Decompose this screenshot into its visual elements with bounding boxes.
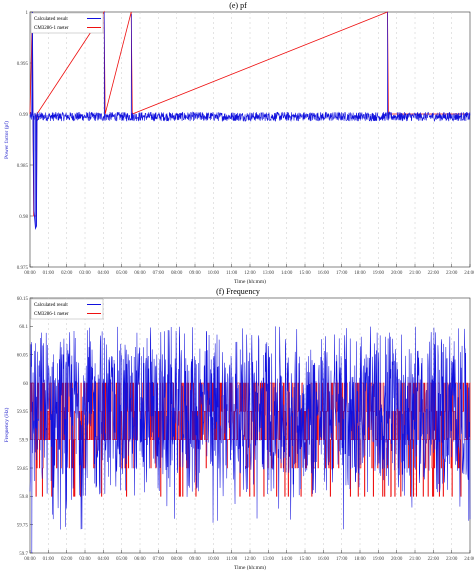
chart-f-y-tick-label: 60.05 [17,353,29,358]
chart-e-x-ticks: 00:00 01:00 02:00 03:00 04:00 05:00 06:00 07:00… [24,264,474,276]
chart-f-y-ticks: 59.7 59.75 59.8 59.85 59.9 59.95 60 60.05 60.1 60… [17,297,33,557]
chart-f-series [29,326,471,554]
chart-e-y-tick-label: 0.99 [19,113,28,118]
chart-f-x-tick-label: 12:00 [244,557,256,562]
chart-e-x-tick-label: 15:00 [299,271,311,276]
chart-f-legend-meter: CM3286-1 meter [34,312,69,317]
chart-e-y-tick-label: 0.985 [17,164,29,169]
chart-e-y-tick-label: 1 [26,11,29,16]
chart-f-y-tick-label: 59.9 [19,438,28,443]
chart-e-x-tick-label: 10:00 [208,271,220,276]
chart-f-legend-calculated: Calculated result [34,303,68,308]
chart-e-x-tick-label: 22:00 [428,271,440,276]
chart-f-y-label: Frequency (Hz) [3,408,10,443]
chart-e-y-ticks: 0.975 0.98 0.985 0.99 0.995 1 [17,11,33,271]
chart-f-x-tick-label: 03:00 [79,557,91,562]
chart-e-x-tick-label: 00:00 [24,271,36,276]
chart-f-title: (f) Frequency [216,287,260,296]
chart-e-x-tick-label: 01:00 [43,271,55,276]
chart-f-x-tick-label: 10:00 [208,557,220,562]
chart-e-x-tick-label: 09:00 [189,271,201,276]
chart-f: (f) Frequency 00:00 01:00 02:00 03:00 04:00 0… [3,287,474,571]
chart-f-x-tick-label: 19:00 [373,557,385,562]
chart-e-plot-area [29,11,471,268]
chart-f-x-tick-label: 02:00 [61,557,73,562]
chart-e-legend-calculated: Calculated result [34,17,68,22]
chart-f-x-tick-label: 06:00 [134,557,146,562]
chart-f-x-tick-label: 05:00 [116,557,128,562]
chart-f-y-tick-label: 60 [23,382,29,387]
chart-e-x-tick-label: 04:00 [98,271,110,276]
chart-f-y-tick-label: 59.95 [17,410,29,415]
chart-f-x-tick-label: 15:00 [299,557,311,562]
chart-f-x-tick-label: 09:00 [189,557,201,562]
chart-e-series [29,10,471,231]
chart-f-x-tick-label: 08:00 [171,557,183,562]
chart-e-x-tick-label: 24:00 [464,271,474,276]
chart-f-x-ticks: 00:00 01:00 02:00 03:00 04:00 05:00 06:00 07:00… [24,550,474,562]
chart-f-x-tick-label: 24:00 [464,557,474,562]
chart-f-y-tick-label: 60.1 [19,325,28,330]
chart-e-x-tick-label: 13:00 [263,271,275,276]
chart-e-y-tick-label: 0.98 [19,215,28,220]
chart-e-legend-meter: CM3286-1 meter [34,26,69,31]
chart-e-x-tick-label: 20:00 [391,271,403,276]
chart-f-legend: Calculated result CM3286-1 meter [30,298,104,320]
chart-e-x-tick-label: 07:00 [153,271,165,276]
chart-e-legend-box [30,12,104,34]
chart-e-x-tick-label: 08:00 [171,271,183,276]
chart-f-y-tick-label: 59.85 [17,467,29,472]
chart-e-x-tick-label: 19:00 [373,271,385,276]
chart-e-legend: Calculated result CM3286-1 meter [30,12,104,34]
chart-f-y-tick-label: 59.7 [19,552,28,557]
chart-e: (e) pf 00:00 01:00 02:00 03:00 04:00 05:00 06:… [3,1,474,285]
chart-f-x-tick-label: 17:00 [336,557,348,562]
chart-e-series-calculated-dip [30,11,40,231]
chart-f-x-tick-label: 01:00 [43,557,55,562]
chart-e-x-tick-label: 18:00 [354,271,366,276]
chart-f-x-label: Time (hh:mm) [234,564,266,571]
chart-f-y-tick-label: 60.15 [17,297,29,302]
chart-f-x-tick-label: 00:00 [24,557,36,562]
chart-f-x-tick-label: 11:00 [226,557,238,562]
chart-f-series-calculated [29,326,471,554]
chart-e-y-tick-label: 0.975 [17,266,29,271]
chart-f-y-tick-label: 59.8 [19,495,28,500]
chart-f-x-tick-label: 18:00 [354,557,366,562]
chart-f-x-tick-label: 07:00 [153,557,165,562]
chart-e-x-tick-label: 23:00 [446,271,458,276]
chart-f-x-tick-label: 21:00 [409,557,421,562]
chart-e-x-tick-label: 05:00 [116,271,128,276]
chart-f-x-tick-label: 20:00 [391,557,403,562]
chart-f-x-tick-label: 04:00 [98,557,110,562]
chart-f-x-tick-label: 16:00 [318,557,330,562]
chart-e-series-calculated [29,11,471,229]
chart-e-x-tick-label: 14:00 [281,271,293,276]
chart-e-y-tick-label: 0.995 [17,62,29,67]
chart-e-title: (e) pf [229,1,247,10]
chart-e-x-tick-label: 02:00 [61,271,73,276]
chart-f-x-tick-label: 23:00 [446,557,458,562]
chart-e-x-tick-label: 16:00 [318,271,330,276]
chart-f-x-tick-label: 13:00 [263,557,275,562]
chart-e-x-tick-label: 17:00 [336,271,348,276]
chart-e-x-tick-label: 11:00 [226,271,238,276]
chart-e-x-tick-label: 21:00 [409,271,421,276]
chart-f-x-tick-label: 22:00 [428,557,440,562]
chart-f-legend-box [30,298,104,320]
chart-f-y-tick-label: 59.75 [17,523,29,528]
chart-e-x-tick-label: 06:00 [134,271,146,276]
chart-e-x-tick-label: 12:00 [244,271,256,276]
chart-e-x-tick-label: 03:00 [79,271,91,276]
chart-e-y-label: Power factor (pf) [3,121,10,159]
chart-e-x-label: Time (hh:mm) [234,278,266,285]
chart-f-x-tick-label: 14:00 [281,557,293,562]
